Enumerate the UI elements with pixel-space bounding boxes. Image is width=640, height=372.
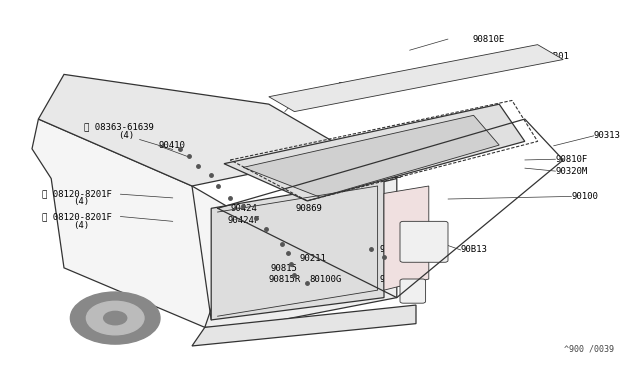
FancyBboxPatch shape	[400, 221, 448, 262]
Circle shape	[104, 311, 127, 325]
Text: 90320M: 90320M	[556, 167, 588, 176]
Text: Ⓑ 08120-8201F: Ⓑ 08120-8201F	[42, 189, 111, 198]
Circle shape	[86, 301, 144, 335]
Text: 80100G: 80100G	[309, 275, 341, 284]
Text: 90211: 90211	[300, 254, 326, 263]
Text: 90100: 90100	[572, 192, 598, 201]
Text: 90313: 90313	[594, 131, 621, 140]
Text: 90B13: 90B13	[461, 246, 488, 254]
Text: (4): (4)	[118, 131, 134, 140]
Text: 90100H: 90100H	[380, 246, 412, 254]
Polygon shape	[205, 179, 397, 327]
Polygon shape	[211, 179, 384, 320]
Polygon shape	[32, 119, 243, 327]
Text: (4): (4)	[74, 197, 90, 206]
Text: 90815R: 90815R	[269, 275, 301, 283]
Text: 90810E: 90810E	[472, 35, 504, 44]
Text: 90424F: 90424F	[228, 216, 260, 225]
Text: Ⓑ 08120-8201F: Ⓑ 08120-8201F	[42, 212, 111, 221]
FancyBboxPatch shape	[400, 279, 426, 303]
Text: 90810F: 90810F	[556, 155, 588, 164]
Text: ^900 /0039: ^900 /0039	[564, 344, 614, 353]
Polygon shape	[384, 186, 429, 290]
Text: 90424: 90424	[230, 204, 257, 213]
Text: 90100B: 90100B	[296, 96, 328, 105]
Polygon shape	[269, 45, 563, 112]
Text: 90815: 90815	[270, 264, 297, 273]
Text: (4): (4)	[74, 221, 90, 230]
Text: 90410: 90410	[159, 141, 186, 150]
Text: 90B01: 90B01	[543, 52, 570, 61]
Polygon shape	[38, 74, 397, 186]
Text: 90101E: 90101E	[370, 171, 402, 180]
Text: 90869: 90869	[296, 204, 323, 213]
Polygon shape	[224, 104, 525, 201]
Text: Ⓢ 08363-61639: Ⓢ 08363-61639	[84, 122, 154, 131]
Text: 90101F: 90101F	[338, 82, 370, 91]
Circle shape	[70, 292, 160, 344]
Polygon shape	[243, 115, 499, 197]
Polygon shape	[192, 305, 416, 346]
Text: 90220C: 90220C	[380, 275, 412, 284]
